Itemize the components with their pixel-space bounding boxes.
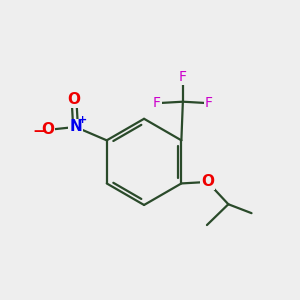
Text: O: O — [68, 92, 80, 107]
Text: F: F — [205, 96, 213, 110]
Text: O: O — [41, 122, 54, 137]
Text: N: N — [69, 119, 82, 134]
Text: F: F — [153, 96, 161, 110]
Text: O: O — [201, 175, 214, 190]
Text: −: − — [33, 124, 45, 139]
Text: F: F — [179, 70, 187, 84]
Text: +: + — [78, 115, 88, 124]
